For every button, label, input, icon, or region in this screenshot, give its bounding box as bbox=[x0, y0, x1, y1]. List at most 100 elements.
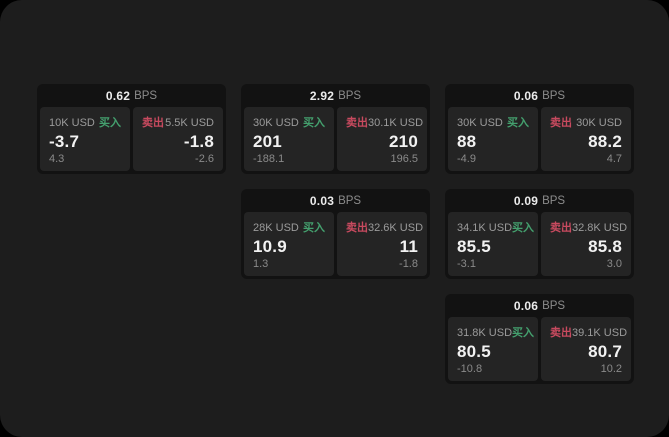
buy-panel-top: 30K USD 买入 bbox=[253, 114, 325, 130]
sell-panel[interactable]: 卖出 39.1K USD 80.7 10.2 bbox=[541, 317, 631, 381]
sell-size: 30K USD bbox=[576, 117, 622, 129]
buy-sub-value: -4.9 bbox=[457, 153, 476, 165]
bps-unit-label: BPS bbox=[134, 89, 158, 102]
card-header: 0.62 BPS bbox=[37, 84, 226, 107]
sell-sub-value: 196.5 bbox=[390, 153, 418, 165]
buy-main-value: 88 bbox=[457, 132, 477, 151]
sell-panel[interactable]: 卖出 32.8K USD 85.8 3.0 bbox=[541, 212, 631, 276]
sell-main-value: 80.7 bbox=[588, 342, 622, 361]
sell-size: 30.1K USD bbox=[368, 117, 424, 129]
sell-tag: 卖出 bbox=[346, 222, 368, 234]
quote-card: 0.62 BPS 10K USD 买入 -3.7 4.3 卖出 5.5K USD… bbox=[37, 84, 226, 174]
card-header: 0.09 BPS bbox=[445, 189, 634, 212]
buy-panel-top: 10K USD 买入 bbox=[49, 114, 121, 130]
buy-tag: 买入 bbox=[507, 117, 529, 129]
buy-size: 34.1K USD bbox=[457, 222, 513, 234]
sell-panel-top: 卖出 32.8K USD bbox=[550, 219, 627, 235]
buy-panel[interactable]: 30K USD 买入 201 -188.1 bbox=[244, 107, 334, 171]
sell-panel[interactable]: 卖出 30.1K USD 210 196.5 bbox=[337, 107, 427, 171]
buy-main-value: 85.5 bbox=[457, 237, 491, 256]
buy-tag: 买入 bbox=[512, 222, 535, 234]
buy-tag: 买入 bbox=[99, 117, 121, 129]
sell-size: 32.6K USD bbox=[368, 222, 424, 234]
buy-tag: 买入 bbox=[512, 327, 535, 339]
bps-value: 0.09 bbox=[513, 193, 539, 208]
quote-card: 0.09 BPS 34.1K USD 买入 85.5 -3.1 卖出 32.8K… bbox=[445, 189, 634, 279]
buy-panel[interactable]: 10K USD 买入 -3.7 4.3 bbox=[40, 107, 130, 171]
card-body: 30K USD 买入 201 -188.1 卖出 30.1K USD 210 1… bbox=[241, 107, 430, 174]
buy-size: 30K USD bbox=[253, 117, 299, 129]
buy-sub-value: 1.3 bbox=[253, 258, 269, 270]
sell-tag: 卖出 bbox=[346, 117, 368, 129]
sell-size: 39.1K USD bbox=[572, 327, 628, 339]
sell-panel[interactable]: 卖出 5.5K USD -1.8 -2.6 bbox=[133, 107, 223, 171]
bps-value: 0.06 bbox=[513, 298, 539, 313]
sell-main-value: 88.2 bbox=[588, 132, 622, 151]
card-header: 2.92 BPS bbox=[241, 84, 430, 107]
sell-main-value: 11 bbox=[399, 237, 418, 256]
sell-tag: 卖出 bbox=[550, 222, 572, 234]
bps-value: 0.06 bbox=[513, 88, 539, 103]
sell-tag: 卖出 bbox=[550, 327, 572, 339]
quote-card-grid: 0.62 BPS 10K USD 买入 -3.7 4.3 卖出 5.5K USD… bbox=[37, 84, 634, 384]
sell-panel-top: 卖出 39.1K USD bbox=[550, 324, 627, 340]
quote-card: 0.06 BPS 30K USD 买入 88 -4.9 卖出 30K USD 8… bbox=[445, 84, 634, 174]
sell-size: 5.5K USD bbox=[165, 117, 214, 129]
bps-unit-label: BPS bbox=[542, 89, 566, 102]
buy-size: 10K USD bbox=[49, 117, 95, 129]
buy-sub-value: -3.1 bbox=[457, 258, 476, 270]
card-header: 0.06 BPS bbox=[445, 84, 634, 107]
buy-main-value: -3.7 bbox=[49, 132, 80, 151]
card-header: 0.06 BPS bbox=[445, 294, 634, 317]
sell-panel-top: 卖出 32.6K USD bbox=[346, 219, 423, 235]
card-body: 31.8K USD 买入 80.5 -10.8 卖出 39.1K USD 80.… bbox=[445, 317, 634, 384]
bps-value: 2.92 bbox=[309, 88, 335, 103]
sell-tag: 卖出 bbox=[550, 117, 572, 129]
buy-panel-top: 30K USD 买入 bbox=[457, 114, 529, 130]
sell-main-value: 210 bbox=[389, 132, 418, 151]
bps-unit-label: BPS bbox=[338, 194, 362, 207]
buy-panel[interactable]: 31.8K USD 买入 80.5 -10.8 bbox=[448, 317, 538, 381]
sell-panel-top: 卖出 5.5K USD bbox=[142, 114, 214, 130]
card-header: 0.03 BPS bbox=[241, 189, 430, 212]
bps-unit-label: BPS bbox=[542, 194, 566, 207]
sell-sub-value: -1.8 bbox=[399, 258, 418, 270]
card-body: 28K USD 买入 10.9 1.3 卖出 32.6K USD 11 -1.8 bbox=[241, 212, 430, 279]
quote-card: 2.92 BPS 30K USD 买入 201 -188.1 卖出 30.1K … bbox=[241, 84, 430, 174]
bps-unit-label: BPS bbox=[542, 299, 566, 312]
bps-unit-label: BPS bbox=[338, 89, 362, 102]
bps-value: 0.03 bbox=[309, 193, 335, 208]
buy-size: 28K USD bbox=[253, 222, 299, 234]
buy-panel-top: 34.1K USD 买入 bbox=[457, 219, 534, 235]
bps-value: 0.62 bbox=[105, 88, 131, 103]
buy-panel-top: 31.8K USD 买入 bbox=[457, 324, 534, 340]
buy-size: 30K USD bbox=[457, 117, 503, 129]
buy-tag: 买入 bbox=[303, 222, 325, 234]
sell-panel[interactable]: 卖出 32.6K USD 11 -1.8 bbox=[337, 212, 427, 276]
sell-panel-top: 卖出 30K USD bbox=[550, 114, 622, 130]
buy-tag: 买入 bbox=[303, 117, 325, 129]
card-body: 10K USD 买入 -3.7 4.3 卖出 5.5K USD -1.8 -2.… bbox=[37, 107, 226, 174]
buy-sub-value: -10.8 bbox=[457, 363, 483, 375]
buy-panel[interactable]: 34.1K USD 买入 85.5 -3.1 bbox=[448, 212, 538, 276]
sell-panel-top: 卖出 30.1K USD bbox=[346, 114, 423, 130]
sell-sub-value: 10.2 bbox=[600, 363, 622, 375]
buy-main-value: 80.5 bbox=[457, 342, 491, 361]
quote-card: 0.03 BPS 28K USD 买入 10.9 1.3 卖出 32.6K US… bbox=[241, 189, 430, 279]
quote-card: 0.06 BPS 31.8K USD 买入 80.5 -10.8 卖出 39.1… bbox=[445, 294, 634, 384]
sell-main-value: -1.8 bbox=[183, 132, 214, 151]
buy-sub-value: -188.1 bbox=[253, 153, 285, 165]
buy-panel[interactable]: 30K USD 买入 88 -4.9 bbox=[448, 107, 538, 171]
buy-sub-value: 4.3 bbox=[49, 153, 65, 165]
buy-panel[interactable]: 28K USD 买入 10.9 1.3 bbox=[244, 212, 334, 276]
buy-size: 31.8K USD bbox=[457, 327, 513, 339]
sell-sub-value: 3.0 bbox=[606, 258, 622, 270]
sell-size: 32.8K USD bbox=[572, 222, 628, 234]
sell-main-value: 85.8 bbox=[588, 237, 622, 256]
buy-main-value: 10.9 bbox=[253, 237, 287, 256]
sell-tag: 卖出 bbox=[142, 117, 164, 129]
sell-sub-value: -2.6 bbox=[195, 153, 214, 165]
buy-panel-top: 28K USD 买入 bbox=[253, 219, 325, 235]
sell-panel[interactable]: 卖出 30K USD 88.2 4.7 bbox=[541, 107, 631, 171]
